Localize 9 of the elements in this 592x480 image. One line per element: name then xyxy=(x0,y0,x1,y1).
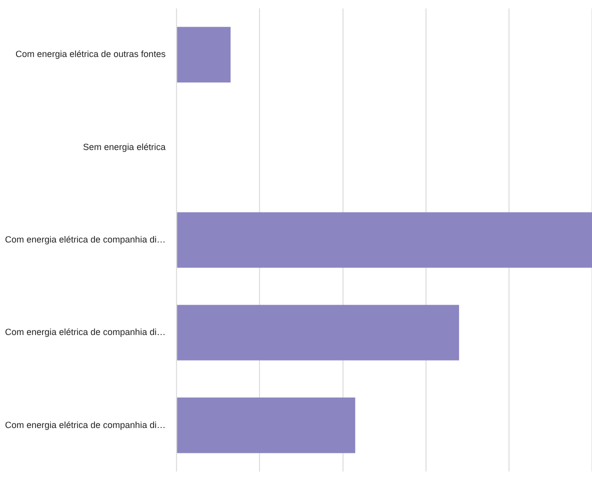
bar xyxy=(177,212,592,268)
y-tick-label: Com energia elétrica de companhia di… xyxy=(4,234,166,244)
y-tick-label: Com energia elétrica de companhia di… xyxy=(4,327,166,338)
y-tick-label: Com energia elétrica de outras fontes xyxy=(15,49,166,60)
bar xyxy=(177,26,231,83)
y-tick-label: Com energia elétrica de companhia di… xyxy=(4,420,166,430)
bar xyxy=(177,304,460,360)
bar xyxy=(177,397,356,454)
y-tick-label: Sem energia elétrica xyxy=(83,142,166,152)
